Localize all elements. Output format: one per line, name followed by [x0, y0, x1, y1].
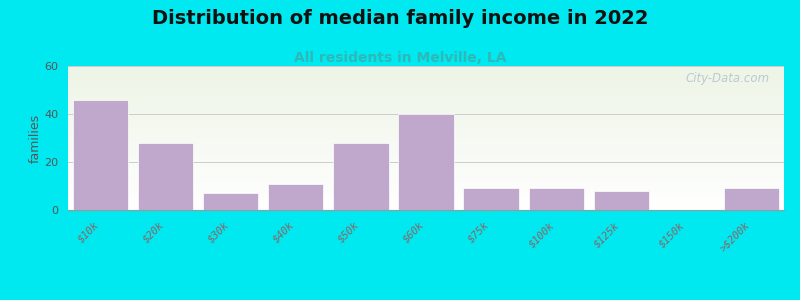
Bar	[203, 193, 258, 210]
Bar	[268, 184, 323, 210]
Bar	[463, 188, 518, 210]
Y-axis label: families: families	[28, 113, 42, 163]
Bar	[73, 100, 128, 210]
Bar	[138, 143, 194, 210]
Text: City-Data.com: City-Data.com	[686, 72, 770, 85]
Text: All residents in Melville, LA: All residents in Melville, LA	[294, 51, 506, 65]
Bar	[398, 114, 454, 210]
Bar	[334, 143, 389, 210]
Text: Distribution of median family income in 2022: Distribution of median family income in …	[152, 9, 648, 28]
Bar	[529, 188, 584, 210]
Bar	[594, 191, 649, 210]
Bar	[724, 188, 779, 210]
